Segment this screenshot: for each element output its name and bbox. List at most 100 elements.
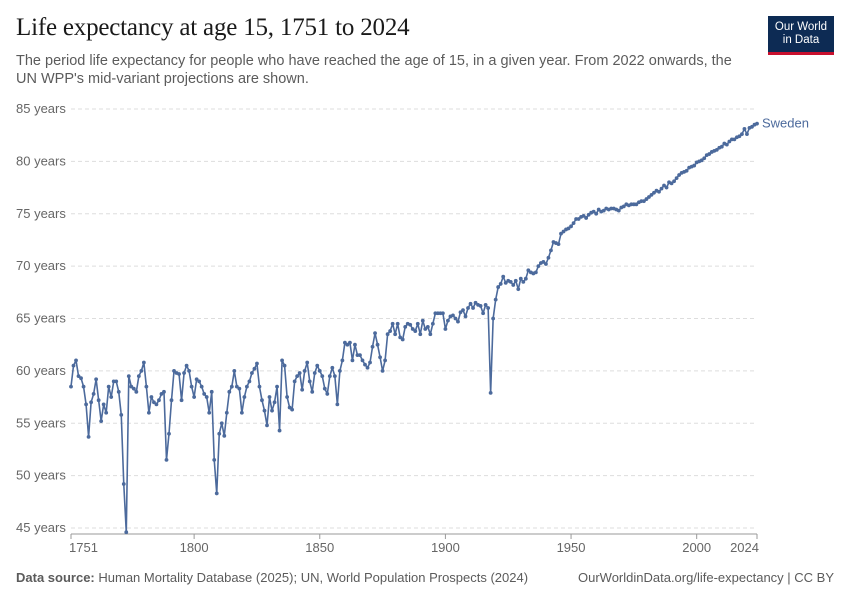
data-point: [561, 229, 566, 234]
data-point: [649, 193, 654, 197]
data-point: [245, 384, 249, 389]
data-point: [388, 329, 393, 333]
data-point: [533, 270, 538, 275]
data-point: [343, 340, 347, 345]
owid-logo[interactable]: Our World in Data: [768, 16, 834, 55]
data-point: [320, 374, 325, 379]
data-point: [702, 156, 707, 161]
data-point: [420, 318, 425, 323]
data-point: [184, 363, 189, 368]
data-point: [141, 360, 146, 365]
data-point: [121, 482, 126, 486]
data-point: [453, 316, 458, 321]
y-tick-label: 50 years: [16, 468, 66, 483]
data-point: [131, 386, 136, 391]
data-point: [136, 374, 141, 379]
data-point: [177, 372, 181, 376]
data-point: [503, 280, 508, 285]
data-point: [408, 322, 413, 327]
data-point: [559, 231, 563, 236]
data-point: [375, 342, 380, 347]
y-tick-label: 85 years: [16, 101, 66, 116]
data-point: [297, 371, 302, 375]
x-tick-label: 2000: [682, 540, 711, 555]
data-point: [692, 163, 697, 168]
grid-layer: 45 years 50 years 55 years 60 years 65 years…: [16, 101, 757, 535]
data-point: [310, 389, 315, 394]
data-point: [199, 384, 204, 389]
y-tick-label: 45 years: [16, 520, 66, 535]
data-point: [192, 395, 197, 399]
data-point: [659, 186, 664, 191]
data-point: [390, 321, 395, 326]
data-point: [513, 278, 518, 283]
data-point: [149, 395, 154, 399]
series-layer: Sweden: [69, 116, 809, 535]
data-point: [134, 389, 139, 394]
data-point: [126, 374, 131, 379]
data-point: [621, 204, 626, 209]
data-point: [79, 376, 83, 381]
data-point: [546, 255, 551, 260]
data-point: [91, 392, 96, 396]
data-point: [212, 458, 217, 462]
data-point: [516, 287, 521, 292]
data-point: [84, 402, 88, 407]
data-point: [114, 379, 119, 384]
data-point: [267, 395, 272, 399]
data-point: [350, 358, 355, 363]
data-point: [202, 392, 207, 396]
data-point: [315, 363, 320, 368]
data-point: [383, 358, 387, 363]
data-point: [413, 329, 418, 333]
y-tick-label: 80 years: [16, 153, 66, 168]
data-point: [197, 379, 202, 384]
data-point: [250, 371, 254, 375]
data-point: [101, 402, 106, 407]
data-point: [74, 358, 78, 363]
data-point: [657, 189, 661, 194]
data-point: [300, 387, 305, 392]
data-point: [194, 377, 199, 382]
data-point: [518, 276, 523, 281]
data-point: [345, 342, 350, 347]
data-point: [566, 226, 571, 231]
data-point: [365, 365, 370, 370]
data-point: [370, 344, 375, 349]
data-point: [129, 384, 134, 389]
data-point: [415, 321, 420, 326]
y-tick-label: 55 years: [16, 415, 66, 430]
source-link[interactable]: OurWorldinData.org/life-expectancy | CC …: [577, 570, 834, 585]
data-point: [147, 410, 151, 415]
data-point: [684, 168, 689, 173]
x-tick-label: 1950: [557, 540, 586, 555]
data-point: [398, 335, 403, 340]
data-point: [441, 311, 445, 316]
data-point: [169, 398, 174, 403]
data-point: [222, 433, 227, 438]
data-point: [159, 392, 164, 396]
data-point: [403, 324, 408, 329]
data-point: [81, 384, 86, 389]
data-point: [393, 332, 398, 337]
data-point: [468, 301, 473, 306]
data-point: [549, 248, 553, 253]
data-point: [337, 368, 342, 373]
data-source: Data source: Human Mortality Database (2…: [16, 570, 528, 585]
data-point: [124, 530, 129, 535]
data-point: [501, 274, 506, 279]
data-point: [204, 395, 209, 399]
data-point: [290, 407, 295, 412]
data-point: [496, 285, 501, 289]
data-point: [699, 158, 704, 163]
data-point: [162, 389, 166, 394]
data-point: [724, 142, 729, 147]
data-point: [478, 304, 483, 308]
x-tick-label: 1900: [431, 540, 460, 555]
data-point: [172, 368, 176, 373]
data-point: [219, 421, 224, 426]
data-point: [446, 318, 450, 323]
data-point: [99, 419, 104, 424]
data-point: [443, 327, 448, 331]
data-point: [400, 337, 405, 342]
